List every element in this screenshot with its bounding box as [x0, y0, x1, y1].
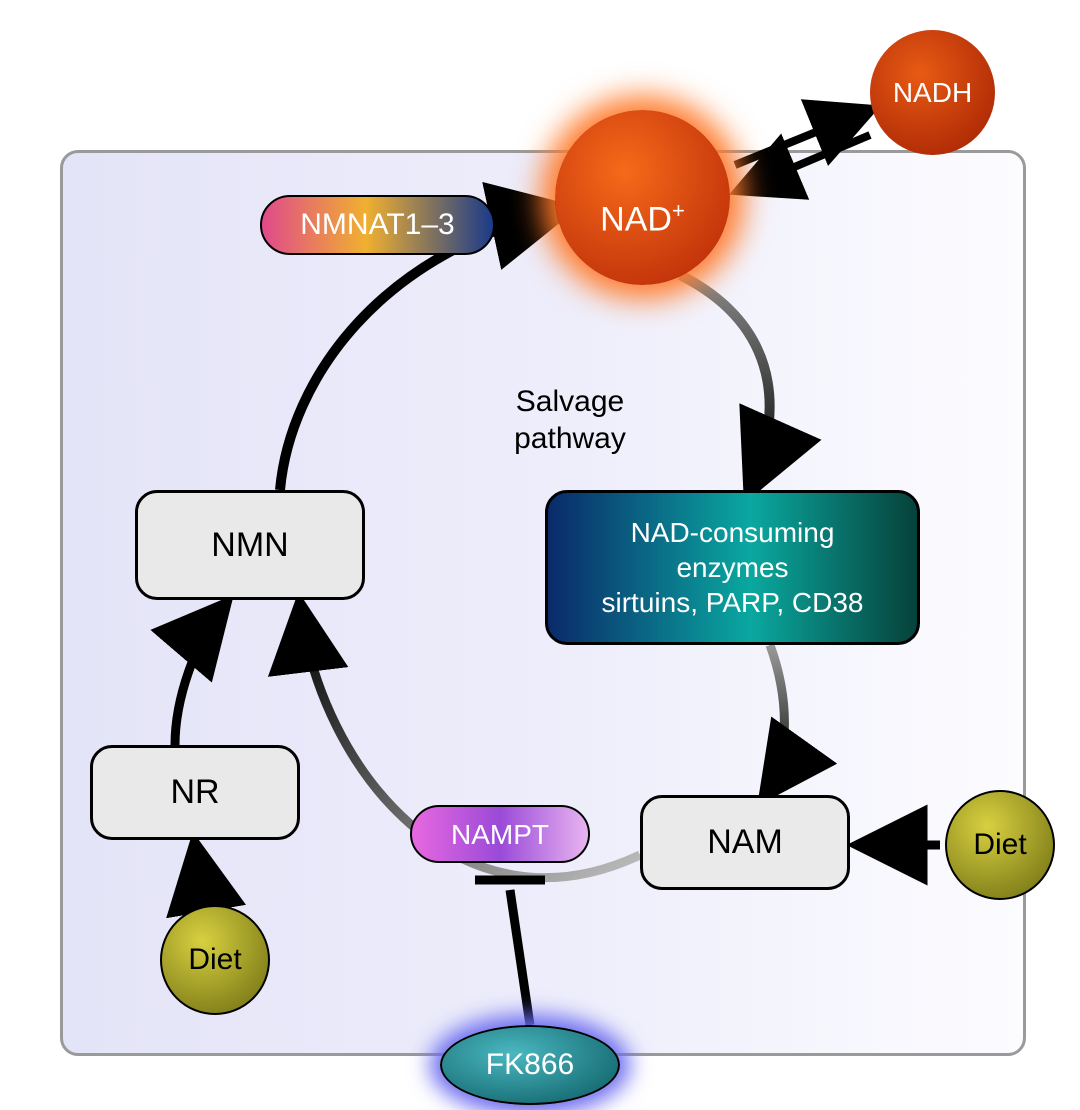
diet-left-label: Diet	[188, 941, 241, 979]
node-diet-left: Diet	[160, 905, 270, 1015]
node-nmnat: NMNAT1–3	[260, 195, 495, 255]
nad-plus-label: NAD+	[600, 154, 685, 240]
nam-label: NAM	[707, 821, 783, 864]
nmn-label: NMN	[211, 524, 288, 567]
node-nam: NAM	[640, 795, 850, 890]
node-diet-right: Diet	[945, 790, 1055, 900]
center-label: Salvage pathway	[470, 380, 670, 460]
diet-right-label: Diet	[973, 826, 1026, 864]
node-nadh: NADH	[870, 30, 995, 155]
nad-consuming-label: NAD-consuming enzymes sirtuins, PARP, CD…	[602, 515, 864, 620]
node-nampt: NAMPT	[410, 805, 590, 863]
nr-label: NR	[170, 771, 219, 814]
diagram-stage: Salvage pathway NMNAT1–3 NAD+ NADH NMN N…	[0, 0, 1080, 1110]
node-nad-plus: NAD+	[555, 110, 730, 285]
fk866-label: FK866	[486, 1046, 574, 1084]
nampt-label: NAMPT	[451, 817, 549, 852]
nmnat-label: NMNAT1–3	[300, 206, 454, 244]
node-nr: NR	[90, 745, 300, 840]
node-nmn: NMN	[135, 490, 365, 600]
node-fk866: FK866	[440, 1025, 620, 1105]
nadh-label: NADH	[893, 75, 972, 110]
node-nad-consuming: NAD-consuming enzymes sirtuins, PARP, CD…	[545, 490, 920, 645]
center-label-text: Salvage pathway	[514, 383, 626, 458]
